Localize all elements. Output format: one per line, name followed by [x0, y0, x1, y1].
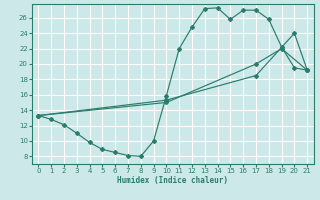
X-axis label: Humidex (Indice chaleur): Humidex (Indice chaleur) — [117, 176, 228, 185]
